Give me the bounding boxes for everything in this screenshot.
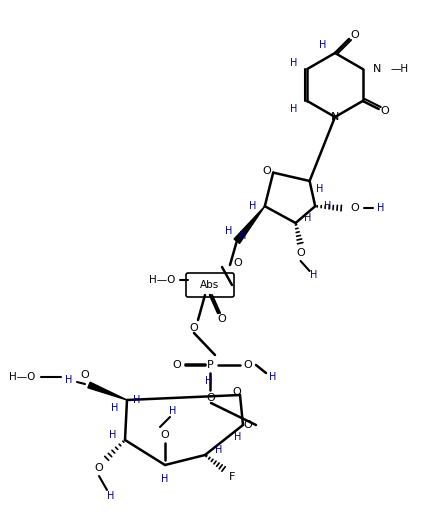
Text: Abs: Abs	[200, 280, 219, 290]
Text: P: P	[207, 360, 214, 370]
Text: O: O	[351, 203, 360, 213]
Text: H: H	[169, 406, 177, 416]
Text: O: O	[189, 323, 198, 333]
Text: H: H	[161, 474, 169, 484]
Text: N: N	[373, 64, 381, 74]
Text: O: O	[296, 248, 305, 258]
Text: —H: —H	[391, 64, 409, 74]
Polygon shape	[88, 382, 127, 400]
Text: H: H	[289, 104, 297, 114]
Text: H: H	[324, 201, 331, 211]
Text: H: H	[304, 213, 311, 223]
FancyBboxPatch shape	[186, 273, 234, 297]
Text: H: H	[310, 270, 317, 280]
Text: H: H	[215, 445, 223, 455]
Text: N: N	[331, 112, 339, 122]
Text: H: H	[225, 226, 233, 236]
Text: O: O	[80, 370, 89, 380]
Text: O: O	[173, 360, 181, 370]
Text: H: H	[319, 40, 327, 50]
Text: F: F	[229, 472, 235, 482]
Text: H: H	[205, 376, 212, 386]
Text: H: H	[65, 375, 73, 385]
Text: H: H	[376, 203, 384, 213]
Text: O: O	[380, 106, 389, 116]
Text: H: H	[107, 491, 115, 501]
Text: H: H	[239, 231, 246, 241]
Text: O: O	[263, 165, 272, 175]
Text: O: O	[207, 393, 215, 403]
Text: O: O	[351, 30, 360, 40]
Text: H: H	[133, 395, 141, 405]
Text: H: H	[316, 184, 323, 194]
Text: H: H	[249, 201, 257, 211]
Text: H: H	[269, 372, 277, 382]
Text: H: H	[234, 432, 242, 442]
Text: O: O	[95, 463, 103, 473]
Text: O: O	[234, 258, 242, 268]
Text: H—O: H—O	[8, 372, 35, 382]
Polygon shape	[234, 206, 265, 243]
Text: H: H	[109, 430, 117, 440]
Text: O: O	[243, 360, 252, 370]
Text: O: O	[233, 387, 241, 397]
Text: O: O	[218, 314, 226, 324]
Text: O: O	[161, 430, 169, 440]
Text: H: H	[111, 403, 119, 413]
Text: O: O	[243, 420, 252, 430]
Text: H—O: H—O	[149, 275, 175, 285]
Text: H: H	[289, 58, 297, 68]
